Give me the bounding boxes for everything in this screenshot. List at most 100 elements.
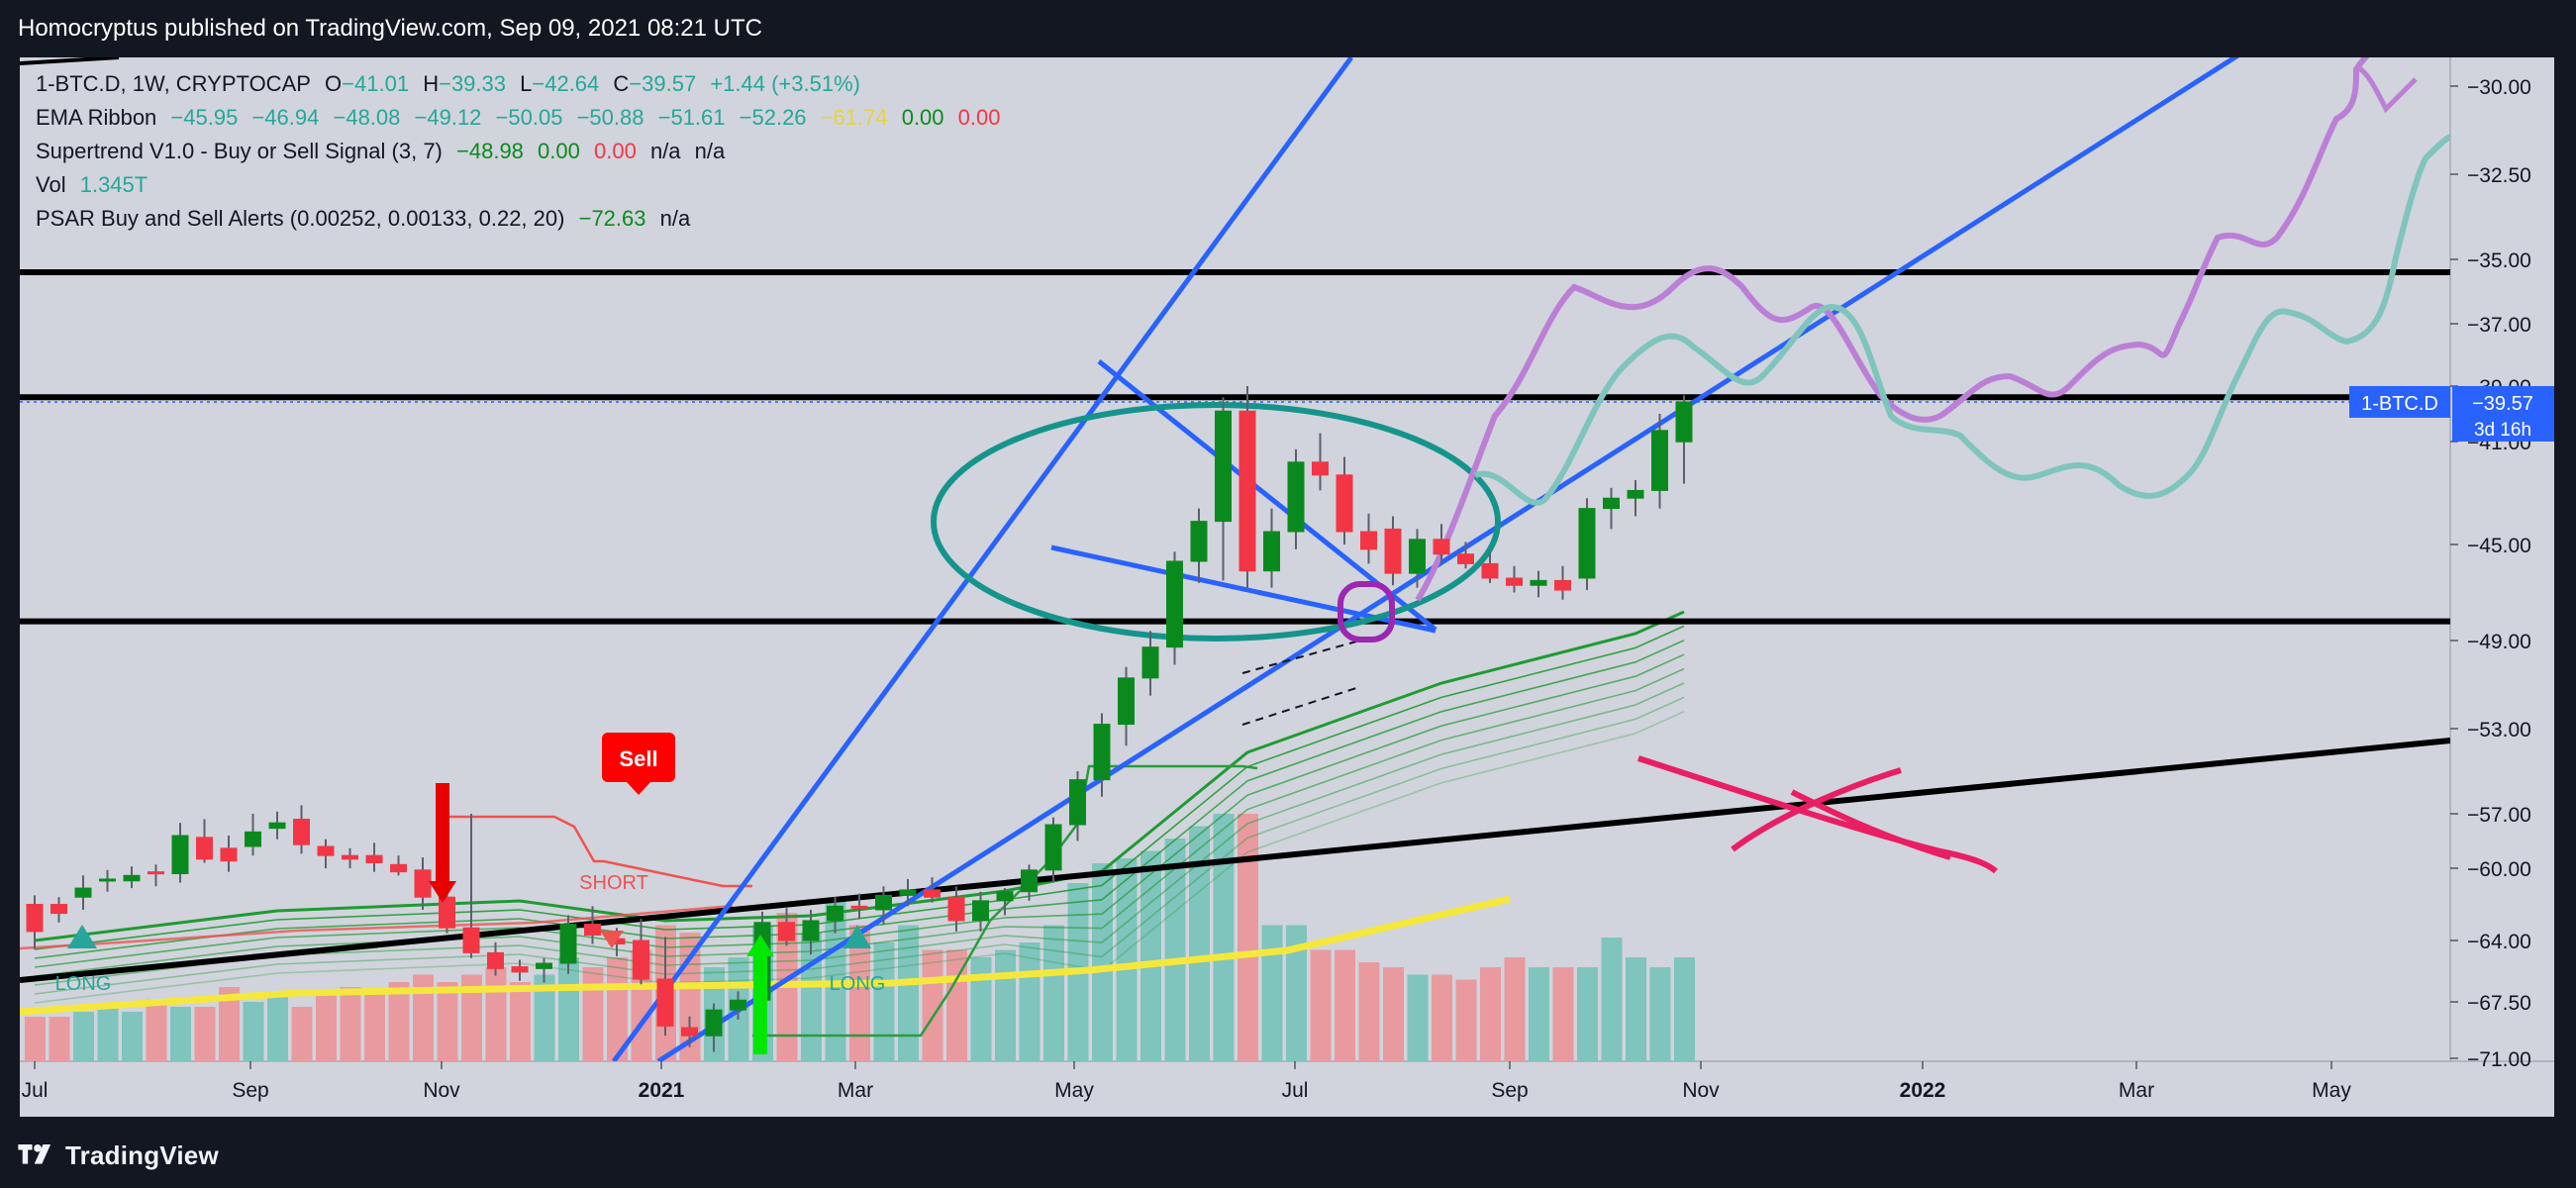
candle-body — [220, 847, 238, 862]
volume-bar — [1043, 925, 1064, 1061]
candle-body — [293, 819, 310, 845]
candle — [245, 814, 261, 856]
volume-bar — [485, 967, 507, 1061]
volume-bar — [219, 987, 240, 1061]
candle-body — [365, 854, 383, 864]
legend-supertrend-row[interactable]: Supertrend V1.0 - Buy or Sell Signal (3,… — [36, 135, 1008, 168]
volume-bar — [170, 1007, 191, 1061]
candle — [1336, 456, 1353, 544]
legend-psar-extra: n/a — [659, 206, 691, 231]
volume-bar — [1649, 967, 1671, 1061]
price-label: 1-BTC.D −39.57 3d 16h — [2349, 385, 2554, 442]
time-axis-label: Jul — [22, 1079, 49, 1102]
candle — [1360, 513, 1377, 564]
volume-bar — [413, 974, 434, 1061]
candle-body — [827, 905, 843, 922]
legend-symbol-name: 1-BTC.D, 1W, CRYPTOCAP — [36, 71, 311, 96]
legend-ema-value: −61.74 — [820, 105, 888, 130]
volume-bar — [510, 982, 531, 1061]
volume-bar — [1529, 967, 1549, 1061]
volume-bar — [1626, 957, 1646, 1061]
volume-bar — [1092, 863, 1113, 1061]
legend-high-label: H — [423, 71, 440, 96]
candle — [220, 836, 238, 872]
candle — [1578, 498, 1596, 591]
legend-vol-row[interactable]: Vol 1.345T — [36, 168, 1008, 202]
volume-bar — [461, 974, 482, 1061]
candle-body — [681, 1027, 698, 1037]
legend-psar-row[interactable]: PSAR Buy and Sell Alerts (0.00252, 0.001… — [36, 202, 1008, 236]
volume-bar — [194, 1007, 216, 1061]
ema-ribbon-line — [34, 682, 1685, 986]
candle-body — [26, 904, 44, 933]
candle — [1093, 713, 1111, 797]
price-label-value-box — [2452, 385, 2554, 442]
price-axis-label: −71.00 — [2467, 1048, 2531, 1071]
price-label-symbol: 1-BTC.D — [2361, 393, 2438, 415]
candle — [1384, 516, 1402, 586]
candle-body — [1675, 401, 1693, 443]
price-axis-label: −45.00 — [2467, 535, 2531, 557]
tradingview-logo[interactable]: TradingView — [18, 1140, 219, 1171]
legend-ema-value: −48.08 — [333, 105, 401, 130]
legend-low-label: L — [520, 71, 533, 96]
candle-body — [439, 896, 455, 929]
candle-body — [705, 1009, 723, 1037]
candle-body — [462, 927, 480, 953]
candle-body — [1651, 430, 1668, 491]
black-trendline — [20, 57, 120, 65]
time-axis-label: Mar — [2119, 1079, 2154, 1102]
candle — [50, 897, 67, 923]
candle-body — [899, 889, 917, 896]
candle — [1287, 448, 1305, 549]
candle — [268, 811, 286, 840]
candle — [850, 893, 868, 920]
price-axis-label: −67.50 — [2467, 992, 2531, 1015]
time-axis-label: Mar — [838, 1079, 873, 1102]
candle-body — [196, 837, 213, 860]
candle — [730, 991, 746, 1020]
chart-area[interactable]: Sell SHORT LONG LONG −30.00 −32.50 −35.00 −37.… — [0, 57, 2576, 1123]
candle-body — [1093, 724, 1111, 781]
volume-bar — [1310, 949, 1332, 1061]
legend-supertrend-value: n/a — [649, 139, 681, 163]
volume-bar — [873, 942, 895, 1061]
candle — [123, 866, 141, 889]
candle-body — [487, 951, 504, 969]
legend-symbol-row[interactable]: 1-BTC.D, 1W, CRYPTOCAP O−41.01 H−39.33 L… — [36, 67, 1008, 101]
short-signal-label: SHORT — [579, 872, 648, 894]
candle-body — [148, 871, 164, 875]
candle — [802, 909, 820, 955]
candle — [1651, 414, 1668, 509]
legend-ema-value: −46.94 — [251, 105, 320, 130]
time-axis-label: May — [1054, 1079, 1094, 1102]
candle-body — [1044, 824, 1062, 871]
candle — [559, 915, 577, 974]
time-axis-label: May — [2312, 1079, 2351, 1102]
candle-body — [1457, 553, 1474, 564]
candle-body — [1554, 579, 1571, 591]
candle-body — [1603, 497, 1620, 510]
candle-body — [972, 900, 989, 922]
candle — [1069, 771, 1086, 842]
candle — [1530, 570, 1547, 598]
projection-purple-line — [1415, 57, 2370, 602]
sell-badge — [602, 733, 675, 782]
projection-purple-line — [2355, 64, 2418, 114]
publisher-text: Homocryptus published on TradingView.com… — [18, 15, 762, 42]
candle — [681, 1016, 698, 1047]
price-axis-label: −53.00 — [2467, 719, 2531, 742]
volume-bar — [970, 957, 992, 1061]
candle-body — [778, 922, 795, 941]
volume-bar — [340, 987, 361, 1061]
legend-ema-row[interactable]: EMA Ribbon −45.95 −46.94 −48.08 −49.12 −… — [36, 101, 1008, 135]
publisher-bar: Homocryptus published on TradingView.com… — [0, 0, 2576, 57]
candle — [1481, 551, 1499, 583]
volume-bar — [316, 992, 337, 1061]
legend-low: −42.64 — [532, 71, 600, 96]
candle — [1044, 817, 1062, 883]
candle-body — [1578, 508, 1596, 579]
legend-close-label: C — [613, 71, 630, 96]
long-signal-label: LONG — [55, 973, 112, 995]
candle-body — [1118, 677, 1135, 726]
